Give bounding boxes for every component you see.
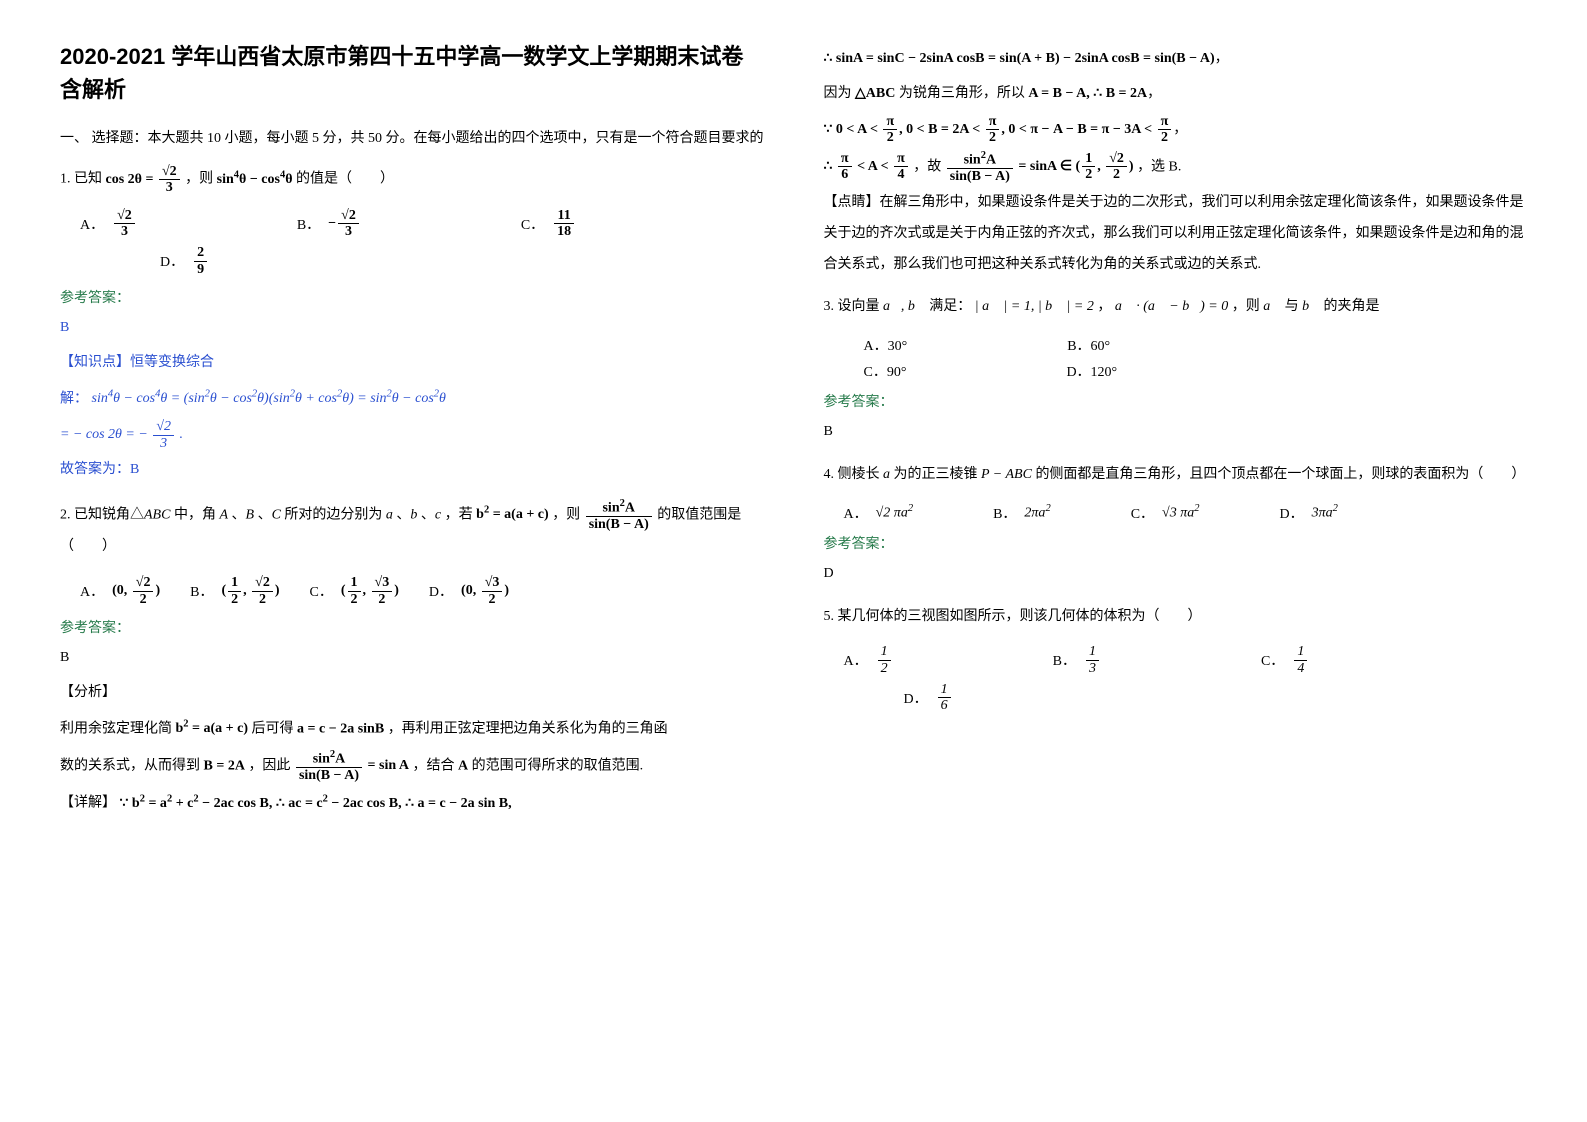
q2-optC: C．(12, √32) [310,575,399,607]
q2-r-line2: 因为 △ABC 为锐角三角形，所以 A = B − A, ∴ B = 2A， [824,79,1528,110]
q2-optB: B．(12, √22) [190,575,279,607]
q1-stem-b: ，则 [185,172,217,187]
q1-optC: C．1118 [521,208,576,240]
q1-solution-2: = − cos 2θ = − √23 . [60,419,764,451]
q3-answer-label: 参考答案： [824,391,1528,411]
q2-answer: B [60,643,764,674]
q1-stem-c: 的值是（ ） [296,172,394,187]
q1-options-2: D．29 [160,245,764,277]
q2-r-line3: ∵ 0 < A < π2, 0 < B = 2A < π2, 0 < π − A… [824,114,1528,146]
q4-answer: D [824,559,1528,590]
q1-solution-fin: 故答案为：B [60,455,764,486]
q4-optA: A．√2 πa2 [844,503,914,523]
q1-stem-a: 1. 已知 [60,172,106,187]
question-1: 1. 已知 cos 2θ = √23 ，则 sin4θ − cos4θ 的值是（… [60,163,764,195]
q1-optA: A．√23 [80,208,137,240]
q4-optB: B．2πa2 [993,503,1051,523]
q5-options-1: A．12 B．13 C．14 [844,644,1528,676]
q3-options-2: C．90° D．120° [864,361,1528,381]
q5-optA: A．12 [844,644,893,676]
q3-optD: D．120° [1066,361,1117,381]
q2-xiangjie: 【详解】 ∵ b2 = a2 + c2 − 2ac cos B, ∴ ac = … [60,787,764,819]
question-3: 3. 设向量 a⃗, b⃗ 满足： | a⃗ | = 1, | b⃗ | = 2… [824,292,1528,323]
q2-dianjing: 【点睛】在解三角形中，如果题设条件是关于边的二次形式，我们可以利用余弦定理化简该… [824,188,1528,280]
q2-r-line4: ∴ π6 < A < π4 ，故 sin2Asin(B − A) = sinA … [824,150,1528,184]
q1-eq2: sin4θ − cos4θ [217,172,293,187]
q2-optA: A．(0, √22) [80,575,160,607]
q4-optD: D．3πa2 [1279,503,1337,523]
doc-title: 2020-2021 学年山西省太原市第四十五中学高一数学文上学期期末试卷含解析 [60,40,764,106]
q2-fenxi: 【分析】 [60,678,764,709]
q2-optD: D．(0, √32) [429,575,509,607]
q3-optB: B．60° [1067,335,1110,355]
q1-eq1: cos 2θ = √23 [106,172,182,187]
q2-r-line1: ∴ sinA = sinC − 2sinA cosB = sin(A + B) … [824,44,1528,75]
q5-options-2: D．16 [904,682,1528,714]
question-2: 2. 已知锐角△ABC 中，角 A 、B 、C 所对的边分别为 a 、b 、c … [60,498,764,563]
q5-optC: C．14 [1261,644,1309,676]
q5-optD: D．16 [904,682,953,714]
q3-options-1: A．30° B．60° [864,335,1528,355]
q3-optC: C．90° [864,361,907,381]
q2-options: A．(0, √22) B．(12, √22) C．(12, √32) D．(0,… [80,575,764,607]
question-4: 4. 侧棱长 a 为的正三棱锥 P − ABC 的侧面都是直角三角形，且四个顶点… [824,460,1528,491]
q1-optD: D．29 [160,245,209,277]
q4-answer-label: 参考答案： [824,533,1528,553]
q1-optB: B．−√23 [297,208,361,240]
q4-options: A．√2 πa2 B．2πa2 C．√3 πa2 D．3πa2 [844,503,1528,523]
q1-options: A．√23 B．−√23 C．1118 [80,208,764,240]
q2-fx-line2: 数的关系式，从而得到 B = 2A ，因此 sin2Asin(B − A) = … [60,749,764,783]
section-1-head: 一、 选择题：本大题共 10 小题，每小题 5 分，共 50 分。在每小题给出的… [60,126,764,151]
q3-answer: B [824,417,1528,448]
q1-answer-label: 参考答案： [60,287,764,307]
q1-solution-1: 解： sin4θ − cos4θ = (sin2θ − cos2θ)(sin2θ… [60,383,764,415]
question-5: 5. 某几何体的三视图如图所示，则该几何体的体积为（ ） [824,602,1528,633]
q2-fx-line1: 利用余弦定理化简 b2 = a(a + c) 后可得 a = c − 2a si… [60,713,764,745]
q1-knowledge: 【知识点】恒等变换综合 [60,348,764,379]
q3-optA: A．30° [864,335,908,355]
q5-optB: B．13 [1053,644,1101,676]
q1-answer: B [60,313,764,344]
q2-answer-label: 参考答案： [60,617,764,637]
q4-optC: C．√3 πa2 [1131,503,1200,523]
